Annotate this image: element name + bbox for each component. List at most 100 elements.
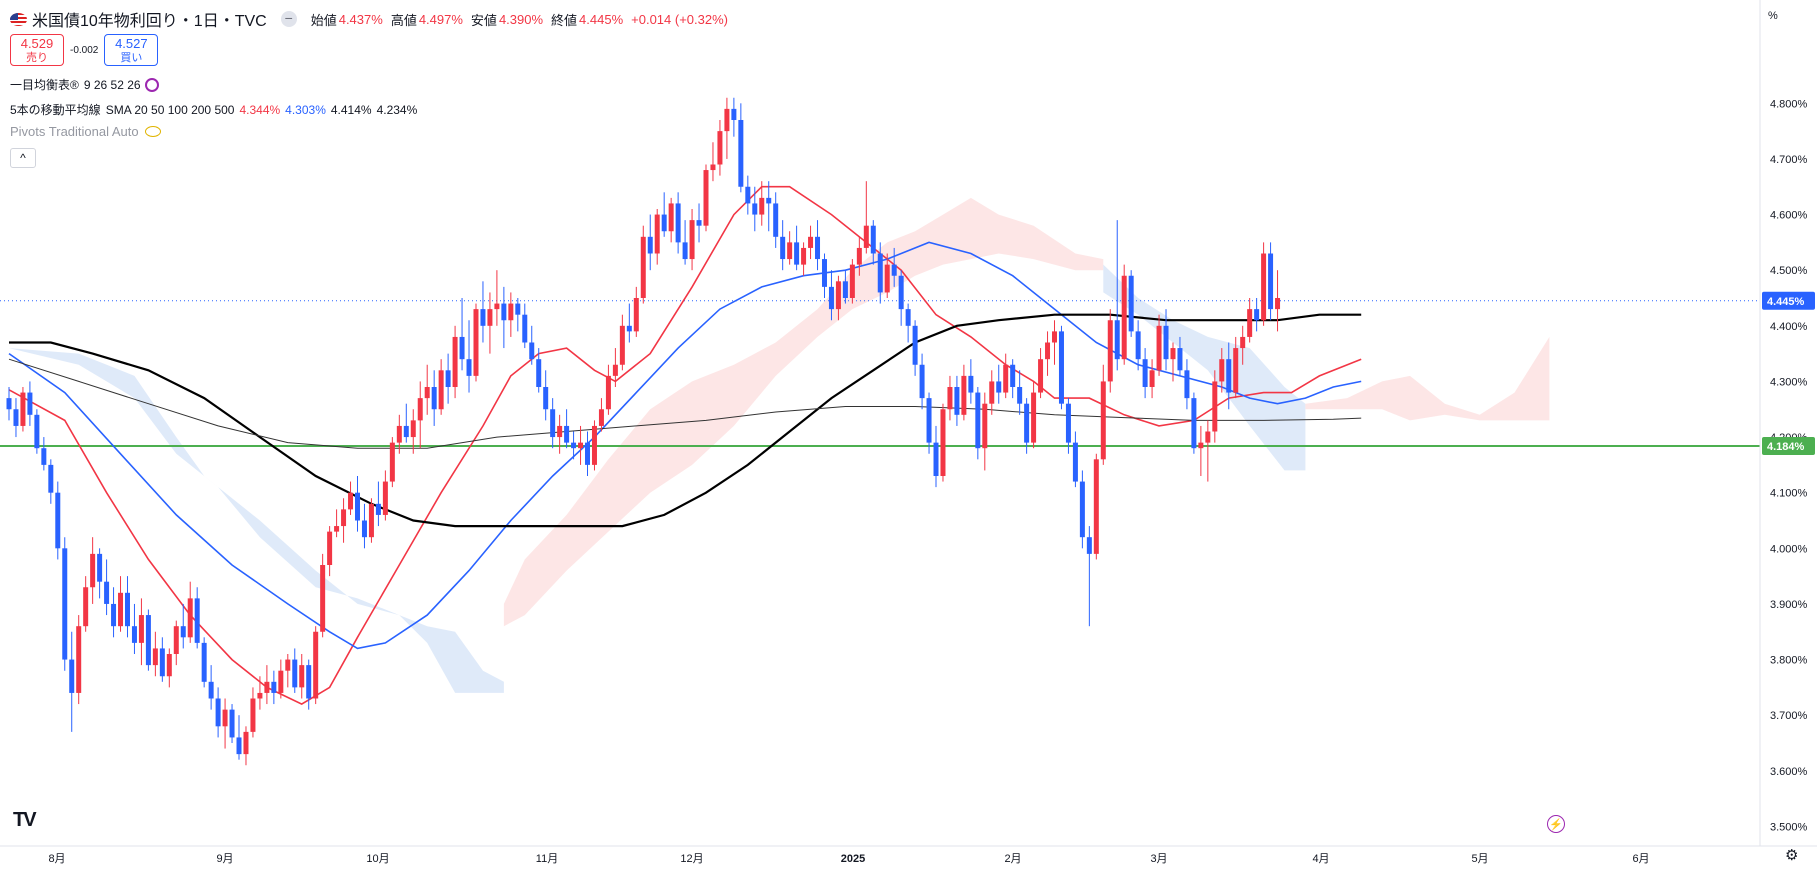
candle-body: [159, 648, 165, 677]
ichimoku-legend[interactable]: 一目均衡表® 9 26 52 26: [10, 76, 159, 93]
candle: [564, 409, 570, 449]
candle-body: [815, 236, 821, 260]
candle: [828, 270, 834, 321]
candle: [1052, 320, 1057, 365]
candle-body: [745, 186, 751, 204]
sma-legend[interactable]: 5本の移動平均線 SMA 20 50 100 200 500 4.344% 4.…: [10, 101, 422, 118]
price-unit-label[interactable]: %: [1768, 10, 1778, 22]
y-tick-label: 3.600%: [1770, 766, 1808, 778]
tradingview-logo[interactable]: TV: [13, 809, 37, 831]
candle: [104, 559, 110, 616]
y-tick-label: 3.800%: [1770, 655, 1808, 667]
sell-button[interactable]: 4.529 売り: [10, 34, 64, 66]
candle: [633, 286, 639, 337]
candle-body: [787, 242, 793, 260]
candle-body: [1024, 403, 1030, 443]
sma50-line: [8, 241, 1362, 650]
y-tick-label: 4.600%: [1770, 210, 1808, 222]
candle-body: [501, 303, 507, 321]
candle-body: [1003, 364, 1009, 393]
candle-body: [821, 259, 827, 287]
candle: [236, 715, 242, 760]
candle: [187, 581, 193, 643]
candle: [815, 220, 821, 271]
ichimoku-cloud-0: [9, 348, 504, 693]
y-tick-label: 4.100%: [1770, 488, 1808, 500]
pivots-legend[interactable]: Pivots Traditional Auto: [10, 124, 161, 139]
candle-body: [1212, 381, 1218, 432]
candle: [947, 375, 953, 421]
candle: [1268, 242, 1274, 321]
buy-label: 買い: [120, 52, 143, 64]
candle: [278, 659, 284, 699]
candle-body: [131, 626, 137, 643]
candle: [271, 670, 277, 705]
support-line-badge-bg: [1762, 436, 1815, 455]
candle: [459, 298, 465, 371]
candle: [696, 203, 702, 243]
candle-body: [738, 120, 744, 187]
candle: [1212, 370, 1218, 443]
candle: [912, 320, 918, 376]
candle: [1114, 220, 1120, 371]
candle-body: [773, 203, 779, 237]
candle: [487, 292, 493, 354]
candle: [417, 381, 423, 449]
candle: [466, 320, 472, 393]
candle-body: [229, 709, 235, 738]
gear-icon[interactable]: ⚙: [1785, 847, 1799, 864]
candle: [194, 587, 200, 649]
candle: [13, 398, 19, 438]
candle: [208, 665, 214, 710]
candle-body: [1205, 431, 1211, 443]
candle-body: [536, 359, 542, 387]
candle-body: [898, 275, 904, 310]
candle: [794, 225, 800, 271]
refresh-icon[interactable]: [144, 77, 159, 92]
candle-body: [1038, 359, 1044, 393]
candle-body: [83, 587, 89, 627]
candle-body: [591, 425, 597, 465]
collapse-legend-button[interactable]: ^: [10, 148, 36, 168]
candle: [940, 403, 946, 482]
us-flag-icon: [10, 12, 27, 26]
candle-body: [1135, 331, 1141, 360]
candle: [1261, 242, 1267, 326]
hidden-eye-icon[interactable]: [144, 126, 161, 137]
candle: [1170, 342, 1176, 382]
candle-body: [828, 286, 834, 310]
candle: [368, 498, 374, 543]
candle-body: [612, 364, 618, 376]
symbol-title[interactable]: 米国債10年物利回り・1日・TVC: [32, 13, 267, 30]
x-tick-label: 9月: [216, 853, 233, 865]
sma-params: SMA 20 50 100 200 500: [105, 102, 235, 117]
candle: [1198, 425, 1204, 476]
candle: [27, 381, 33, 426]
candle-body: [891, 264, 897, 276]
candle: [452, 325, 458, 399]
candle-body: [1149, 370, 1155, 387]
candle: [884, 253, 890, 298]
bolt-icon[interactable]: ⚡: [1547, 815, 1565, 833]
candle-body: [166, 654, 172, 677]
buy-button[interactable]: 4.527 買い: [104, 34, 159, 66]
candle-body: [208, 681, 214, 699]
candle-body: [557, 425, 563, 438]
y-tick-label: 4.500%: [1770, 265, 1808, 277]
x-tick-label: 2025: [841, 853, 865, 865]
candle-body: [633, 298, 639, 332]
candle-body: [1275, 298, 1281, 310]
candle: [48, 459, 54, 504]
candle: [1205, 420, 1211, 482]
x-tick-label: 6月: [1632, 853, 1649, 865]
candle-body: [1226, 359, 1232, 393]
candle: [1149, 359, 1155, 399]
candle: [1017, 370, 1023, 415]
candle: [919, 353, 925, 410]
candle: [1240, 325, 1246, 365]
candle-body: [1156, 325, 1162, 371]
x-tick-label: 3月: [1150, 853, 1167, 865]
minus-icon[interactable]: −: [280, 11, 297, 27]
candle-body: [6, 398, 12, 410]
